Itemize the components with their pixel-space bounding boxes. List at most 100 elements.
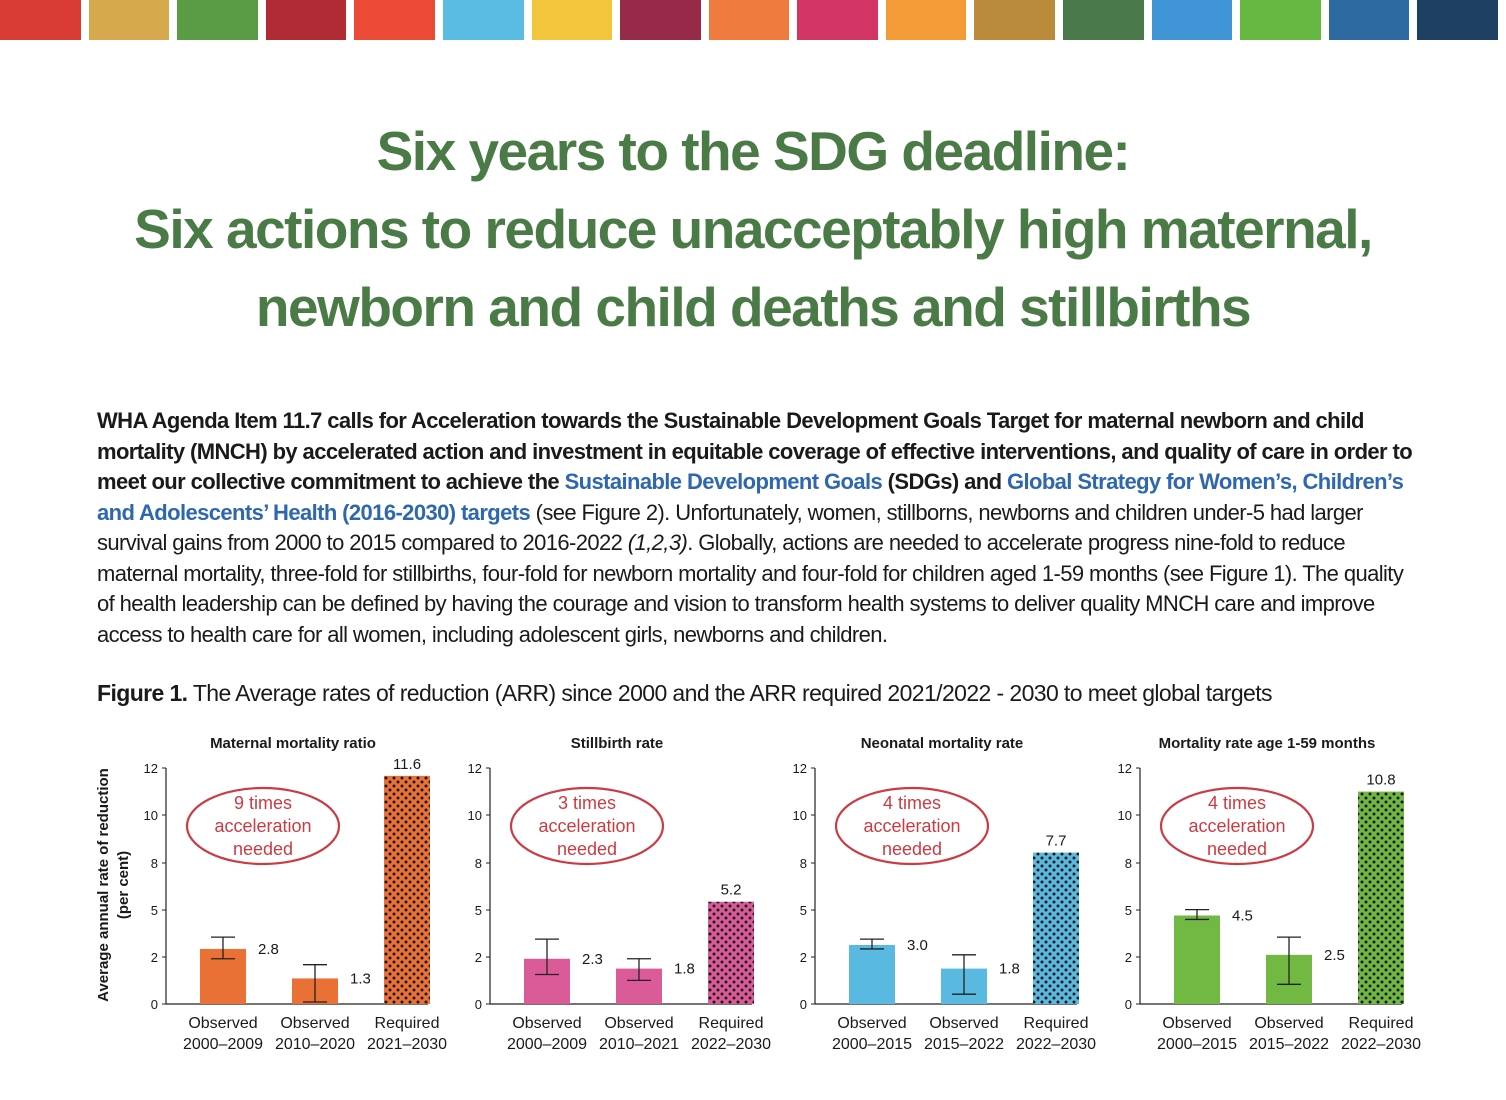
acceleration-annotation: acceleration (1188, 816, 1285, 836)
acceleration-ellipse (1159, 786, 1315, 866)
y-tick-label: 5 (800, 903, 807, 918)
acceleration-ellipse (509, 786, 665, 866)
figure-caption-text: The Average rates of reduction (ARR) sin… (187, 680, 1273, 706)
chart-panel: Mortality rate age 1-59 months 0 2 5 8 10 12 4.… (1118, 735, 1422, 1053)
y-tick-label: 12 (144, 761, 158, 776)
sdg-color-block (0, 0, 81, 40)
sdg-color-block (265, 0, 347, 40)
sdg-color-block (974, 0, 1056, 40)
acceleration-ellipse (834, 786, 990, 866)
chart-panel: Maternal mortality ratio 0 2 5 8 10 12 Average … (95, 735, 447, 1053)
sdg-color-block (620, 0, 701, 40)
chart-title: Neonatal mortality rate (861, 735, 1024, 752)
acceleration-annotation: 4 times (1208, 793, 1266, 813)
acceleration-annotation: needed (233, 839, 293, 859)
acceleration-annotation: needed (557, 839, 617, 859)
bar (1174, 915, 1220, 1004)
bar (849, 945, 895, 1004)
data-label: 10.8 (1366, 772, 1395, 789)
x-tick-label: Observed (1254, 1015, 1323, 1032)
data-label: 1.8 (674, 961, 695, 978)
x-tick-label: Observed (280, 1015, 349, 1032)
page-title: Six years to the SDG deadline: Six actio… (0, 112, 1506, 346)
chart-title: Mortality rate age 1-59 months (1159, 735, 1376, 752)
x-tick-label: Observed (512, 1015, 581, 1032)
intro-text-1: (see Figure 2). Unfortunately, women, st… (97, 499, 1364, 556)
data-label: 7.7 (1046, 833, 1067, 850)
x-tick-label: Observed (188, 1015, 257, 1032)
acceleration-annotation: 9 times (234, 793, 292, 813)
bar (1358, 791, 1404, 1004)
data-label: 3.0 (907, 937, 928, 954)
bar (384, 775, 430, 1004)
sdg-color-block (1240, 0, 1321, 40)
y-tick-label: 8 (1125, 856, 1132, 871)
y-tick-label: 12 (468, 761, 482, 776)
chart-panel: Stillbirth rate 0 2 5 8 10 12 2.3 Observed 2000–2… (468, 735, 772, 1053)
acceleration-annotation: acceleration (863, 816, 960, 836)
sdg-color-block (442, 0, 524, 40)
intro-text-2: . Globally, actions are needed to accele… (97, 530, 1404, 647)
sdg-color-strip (0, 0, 1506, 40)
y-tick-label: 5 (1125, 903, 1132, 918)
y-tick-label: 8 (151, 856, 158, 871)
title-line-2: Six actions to reduce unacceptably high … (134, 198, 1373, 260)
x-tick-label: 2021–2030 (367, 1036, 447, 1053)
chart-title: Stillbirth rate (571, 735, 664, 752)
data-label: 1.3 (350, 970, 371, 987)
sdg-color-block (885, 0, 967, 40)
bar (708, 901, 754, 1004)
y-tick-label: 0 (800, 997, 807, 1012)
sdg-color-block (708, 0, 790, 40)
x-tick-label: Observed (604, 1015, 673, 1032)
y-tick-label: 2 (1125, 950, 1132, 965)
x-tick-label: 2000–2009 (507, 1036, 587, 1053)
y-tick-label: 10 (144, 808, 158, 823)
y-tick-label: 12 (793, 761, 807, 776)
y-tick-label: 2 (475, 950, 482, 965)
x-tick-label: Required (1024, 1015, 1089, 1032)
data-label: 1.8 (999, 961, 1020, 978)
x-tick-label: Observed (1162, 1015, 1231, 1032)
sdg-color-block (531, 0, 613, 40)
x-tick-label: 2015–2022 (924, 1036, 1004, 1053)
sdg-color-block (88, 0, 170, 40)
sdg-color-block (1328, 0, 1410, 40)
figure-caption: Figure 1. The Average rates of reduction… (97, 680, 1273, 707)
sdg-color-block (354, 0, 435, 40)
x-tick-label: 2010–2020 (275, 1036, 355, 1053)
sdg-color-block (1063, 0, 1144, 40)
title-line-3: newborn and child deaths and stillbirths (255, 276, 1252, 338)
intro-bold-1: WHA Agenda Item 11.7 calls for Accelerat… (97, 408, 1413, 494)
acceleration-annotation: needed (1207, 839, 1267, 859)
global-strategy-link[interactable]: Global Strategy for Women’s, Children’s … (97, 469, 1404, 525)
acceleration-ellipse (185, 786, 341, 866)
x-tick-label: 2000–2009 (183, 1036, 263, 1053)
chart-title: Maternal mortality ratio (210, 735, 376, 752)
x-tick-label: 2022–2030 (1016, 1036, 1096, 1053)
data-label: 2.5 (1324, 947, 1345, 964)
acceleration-annotation: acceleration (538, 816, 635, 836)
y-tick-label: 10 (793, 808, 807, 823)
sdg-link[interactable]: Sustainable Development Goals (564, 469, 883, 494)
intro-citation: (1,2,3) (627, 530, 688, 555)
y-tick-label: 10 (468, 808, 482, 823)
figure-label: Figure 1. (97, 680, 188, 706)
y-tick-label: 0 (475, 997, 482, 1012)
y-tick-label: 5 (475, 903, 482, 918)
sdg-color-block (1417, 0, 1498, 40)
y-tick-label: 12 (1118, 761, 1132, 776)
title-line-1: Six years to the SDG deadline: (376, 120, 1131, 182)
data-label: 5.2 (721, 882, 742, 899)
sdg-color-block (177, 0, 258, 40)
x-tick-label: Observed (837, 1015, 906, 1032)
x-tick-label: 2010–2021 (599, 1036, 679, 1053)
x-tick-label: Required (375, 1015, 440, 1032)
sdg-color-block (797, 0, 878, 40)
data-label: 4.5 (1232, 908, 1253, 925)
bar (1033, 852, 1079, 1004)
y-tick-label: 2 (800, 950, 807, 965)
intro-bold-2: (SDGs) and (882, 469, 1007, 494)
acceleration-annotation: acceleration (214, 816, 311, 836)
y-axis-label: Average annual rate of reduction (per cen… (95, 768, 132, 1002)
